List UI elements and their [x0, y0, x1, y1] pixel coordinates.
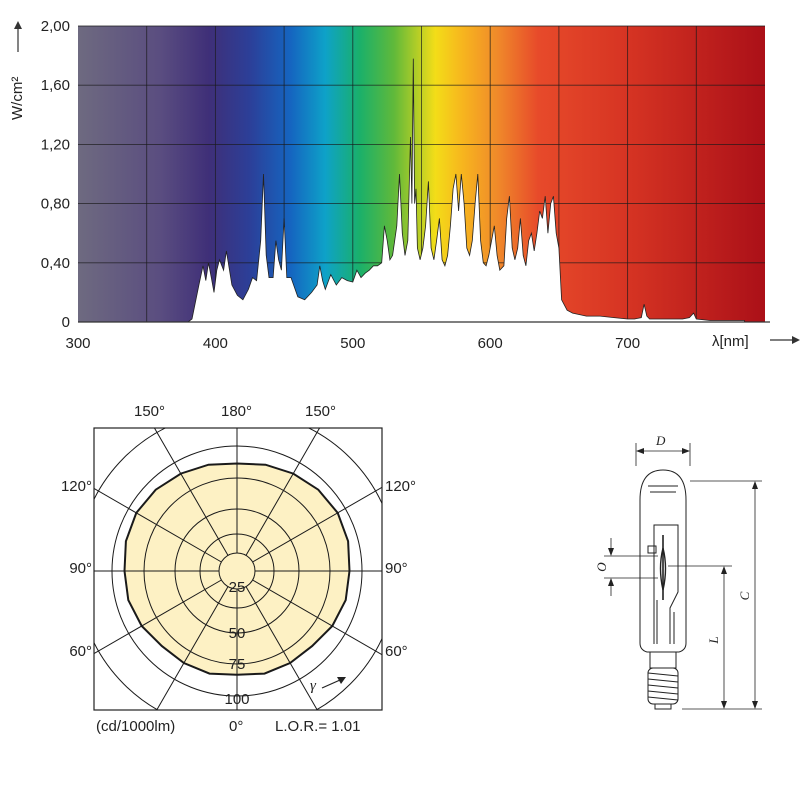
angle-label-right-90: 90°	[385, 560, 408, 577]
x-tick-label: 700	[615, 335, 640, 352]
gamma-label: γ	[310, 678, 317, 694]
y-tick-label: 0	[62, 314, 70, 331]
lamp-base	[647, 667, 679, 705]
angle-label-right-120: 120°	[385, 478, 416, 495]
gamma-arrowhead	[337, 677, 346, 684]
angle-label-top-center: 180°	[221, 403, 252, 420]
unit-label: (cd/1000lm)	[96, 718, 175, 735]
angle-label-bottom-0: 0°	[229, 718, 243, 735]
y-tick-labels: 0 0,40 0,80 1,20 1,60 2,00	[41, 18, 70, 331]
polar-ray	[156, 586, 229, 710]
polar-diagram: 25 50 75 100 150° 180° 150° 120° 90° 60° 12…	[61, 403, 416, 735]
y-axis-label: W/cm²	[9, 77, 26, 120]
o-arrow-top	[608, 548, 614, 556]
radial-value-label: 50	[229, 625, 246, 642]
angle-label-left-90: 90°	[69, 560, 92, 577]
y-tick-label: 0,40	[41, 255, 70, 272]
d-arrow-right	[682, 448, 690, 454]
polar-ray	[153, 428, 229, 556]
y-tick-label: 0,80	[41, 196, 70, 213]
y-axis-arrowhead	[14, 21, 22, 29]
dim-label-o: O	[594, 562, 609, 572]
angle-label-left-120: 120°	[61, 478, 92, 495]
radial-value-label: 100	[224, 691, 249, 708]
gamma-arrow	[321, 679, 341, 689]
x-axis-label: λ[nm]	[712, 333, 749, 350]
radial-value-label: 75	[229, 656, 246, 673]
dim-label-c: C	[737, 591, 752, 600]
angle-label-left-60: 60°	[69, 643, 92, 660]
polar-rays	[94, 428, 382, 710]
polar-ray	[245, 586, 318, 710]
radial-value-labels: 25 50 75 100	[224, 579, 249, 708]
lamp-bulb-outline	[639, 469, 687, 653]
radial-value-label: 25	[229, 579, 246, 596]
lamp-base-threads	[647, 672, 679, 701]
l-arrow-top	[721, 566, 727, 574]
dim-label-l: L	[706, 636, 721, 644]
spectrum-chart: W/cm² λ[nm] 300 400 500 600 700 0 0,40 0,80 1,2…	[9, 18, 800, 352]
lor-label: L.O.R.= 1.01	[275, 718, 360, 735]
x-tick-label: 300	[65, 335, 90, 352]
x-tick-label: 600	[478, 335, 503, 352]
lamp-base-tip	[654, 704, 672, 710]
lamp-neck	[649, 652, 677, 669]
y-tick-label: 2,00	[41, 18, 70, 35]
polar-ray	[94, 579, 222, 655]
polar-ray	[94, 487, 222, 563]
x-axis-arrowhead	[792, 336, 800, 344]
angle-label-top-right: 150°	[305, 403, 336, 420]
polar-ray	[252, 579, 382, 656]
c-arrow-bottom	[752, 701, 758, 709]
angle-label-top-left: 150°	[134, 403, 165, 420]
x-tick-label: 500	[340, 335, 365, 352]
polar-ray	[252, 486, 382, 563]
y-tick-label: 1,60	[41, 77, 70, 94]
y-tick-label: 1,20	[41, 136, 70, 153]
x-tick-labels: 300 400 500 600 700	[65, 335, 640, 352]
lamp-getter	[647, 545, 657, 554]
d-arrow-left	[636, 448, 644, 454]
lamp-top-strap	[648, 485, 678, 493]
c-arrow-top	[752, 481, 758, 489]
angle-label-right-60: 60°	[385, 643, 408, 660]
x-tick-label: 400	[203, 335, 228, 352]
polar-ray	[245, 428, 321, 556]
o-arrow-bottom	[608, 578, 614, 586]
l-arrow-bottom	[721, 701, 727, 709]
dim-label-d: D	[655, 433, 666, 448]
lamp-dimension-drawing	[604, 443, 762, 710]
lamp-support-wire	[653, 524, 679, 644]
lamp-support-wire-2	[656, 600, 675, 644]
spectrum-emission-area	[186, 58, 745, 323]
